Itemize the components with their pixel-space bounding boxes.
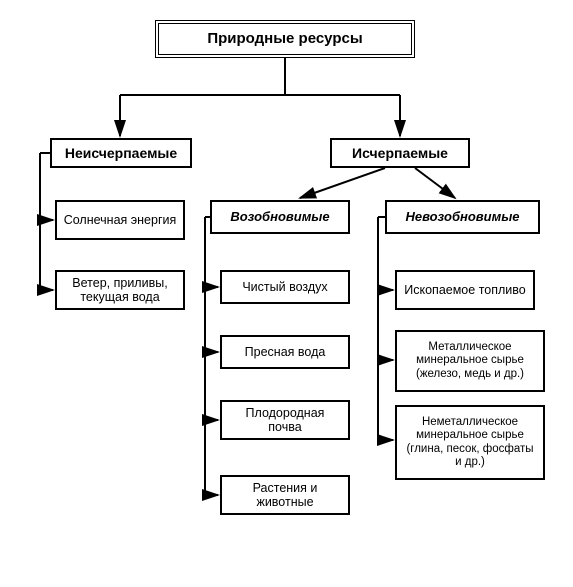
node-root-label: Природные ресурсы bbox=[207, 30, 362, 47]
node-metallic-label: Металлическое минеральное сырье (железо,… bbox=[403, 341, 537, 381]
node-inexhaustible: Неисчерпаемые bbox=[50, 138, 192, 168]
node-air-label: Чистый воздух bbox=[242, 280, 327, 294]
node-renewable-label: Возобновимые bbox=[230, 210, 329, 225]
node-root: Природные ресурсы bbox=[155, 20, 415, 58]
node-nonrenewable: Невозобновимые bbox=[385, 200, 540, 234]
node-solar-label: Солнечная энергия bbox=[64, 213, 177, 227]
node-exhaustible-label: Исчерпаемые bbox=[352, 145, 448, 161]
node-plants-label: Растения и животные bbox=[228, 481, 342, 510]
node-water: Пресная вода bbox=[220, 335, 350, 369]
node-solar: Солнечная энергия bbox=[55, 200, 185, 240]
node-fossil-label: Ископаемое топливо bbox=[404, 283, 525, 297]
node-nonrenewable-label: Невозобновимые bbox=[405, 210, 519, 225]
node-wind-label: Ветер, приливы, текущая вода bbox=[63, 276, 177, 305]
node-wind: Ветер, приливы, текущая вода bbox=[55, 270, 185, 310]
node-soil-label: Плодородная почва bbox=[228, 406, 342, 435]
node-soil: Плодородная почва bbox=[220, 400, 350, 440]
node-renewable: Возобновимые bbox=[210, 200, 350, 234]
node-nonmetallic-label: Неметаллическое минеральное сырье (глина… bbox=[403, 416, 537, 469]
node-water-label: Пресная вода bbox=[245, 345, 326, 359]
node-inexhaustible-label: Неисчерпаемые bbox=[65, 145, 177, 161]
node-plants: Растения и животные bbox=[220, 475, 350, 515]
node-metallic: Металлическое минеральное сырье (железо,… bbox=[395, 330, 545, 392]
node-fossil: Ископаемое топливо bbox=[395, 270, 535, 310]
node-air: Чистый воздух bbox=[220, 270, 350, 304]
node-exhaustible: Исчерпаемые bbox=[330, 138, 470, 168]
node-nonmetallic: Неметаллическое минеральное сырье (глина… bbox=[395, 405, 545, 480]
